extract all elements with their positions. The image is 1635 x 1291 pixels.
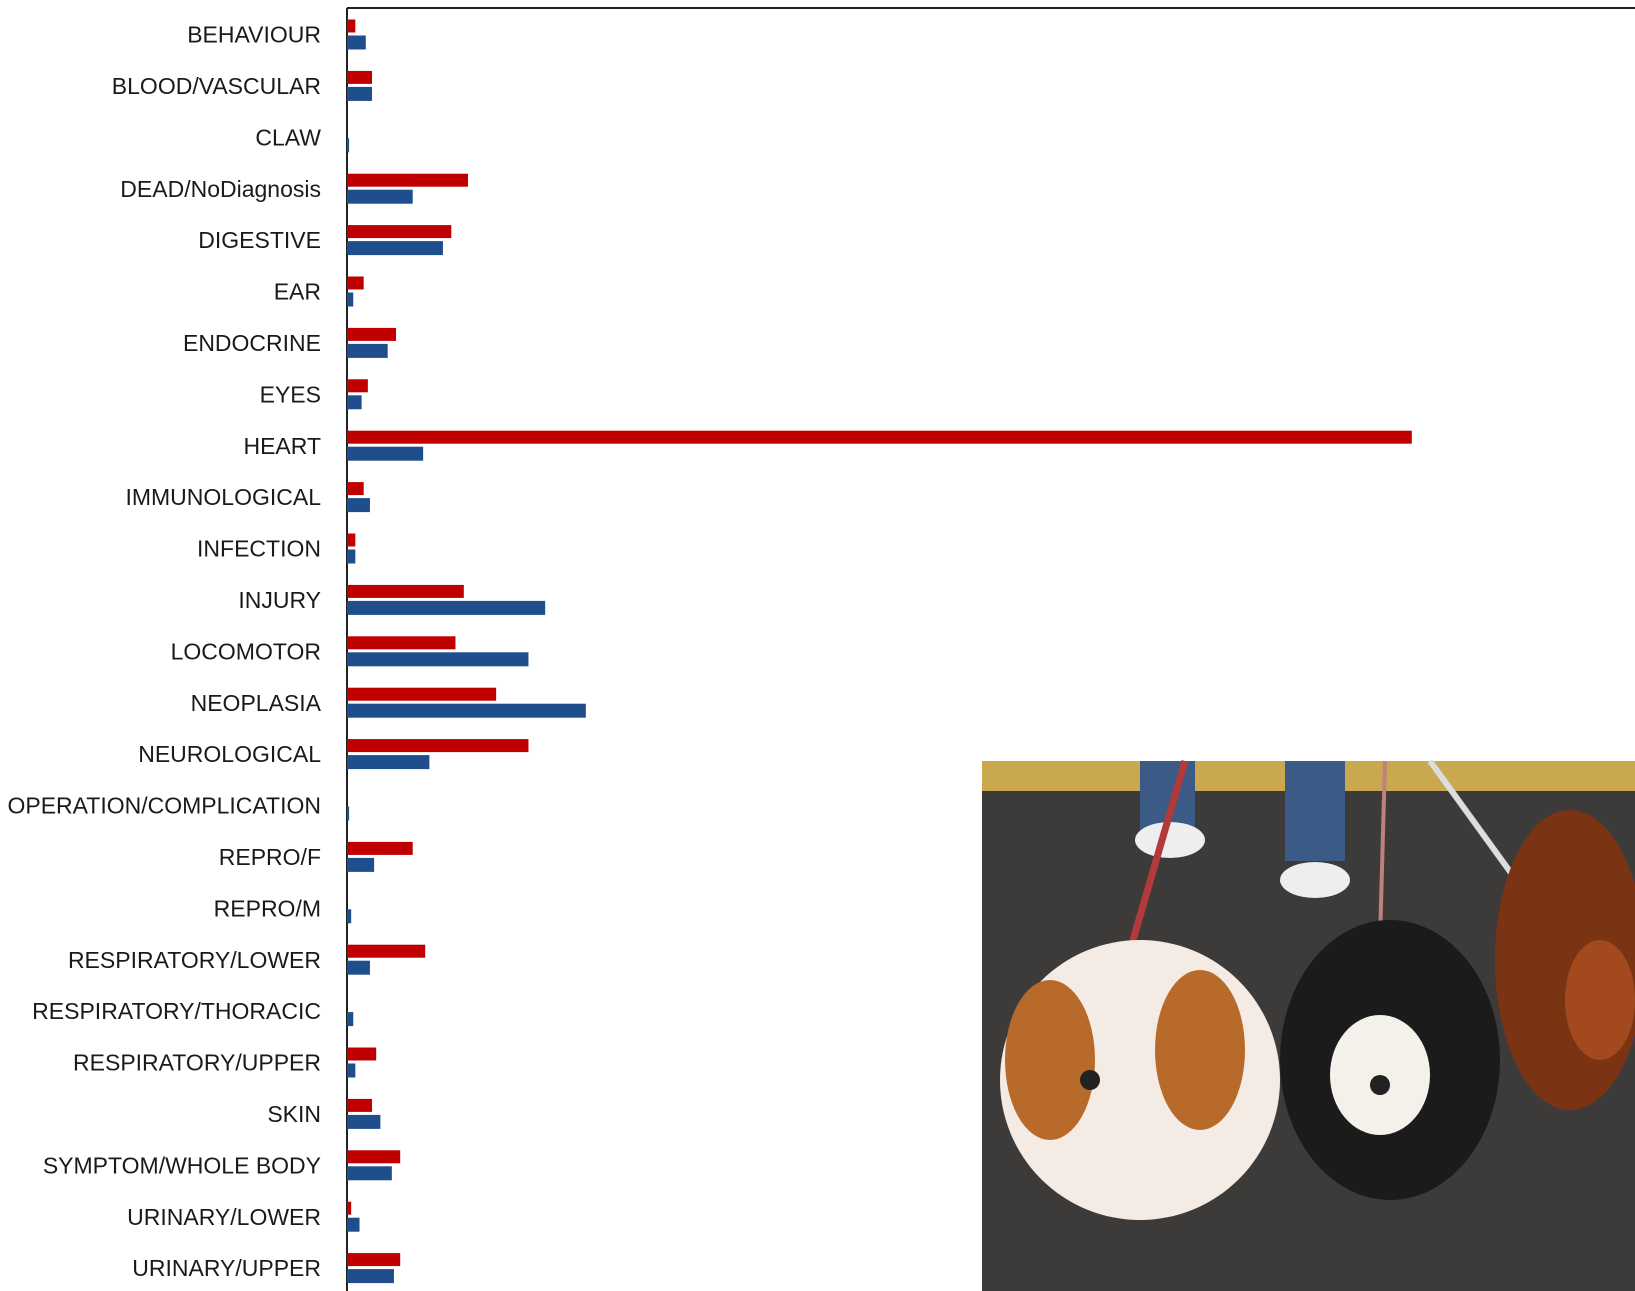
bar <box>347 70 373 84</box>
y-tick-label: OPERATION/COMPLICATION <box>7 793 321 819</box>
y-tick-label: RESPIRATORY/LOWER <box>68 947 321 973</box>
y-tick-label: INFECTION <box>197 536 321 562</box>
bar <box>347 225 452 239</box>
bar <box>347 600 546 615</box>
y-tick-label: INJURY <box>238 587 321 613</box>
bar <box>347 1012 354 1027</box>
bar <box>347 1150 401 1164</box>
bar <box>347 1063 356 1078</box>
bar <box>347 395 362 410</box>
bar <box>347 379 368 393</box>
y-tick-label: RESPIRATORY/UPPER <box>73 1050 321 1076</box>
bar <box>347 755 430 770</box>
bar <box>347 944 426 958</box>
bar <box>347 1047 377 1061</box>
bar <box>347 533 356 547</box>
y-tick-label: BEHAVIOUR <box>187 22 321 48</box>
bar <box>347 960 370 975</box>
bar <box>347 687 497 701</box>
bar <box>347 327 397 341</box>
bar <box>347 636 456 650</box>
y-tick-label: IMMUNOLOGICAL <box>125 484 321 510</box>
y-tick-label: DIGESTIVE <box>198 227 321 253</box>
y-tick-label: SKIN <box>267 1101 321 1127</box>
bar <box>347 584 464 598</box>
dog-photo <box>982 759 1635 1291</box>
bar <box>347 138 350 153</box>
bar <box>347 909 352 924</box>
bar <box>347 276 364 290</box>
bar <box>347 189 413 204</box>
y-tick-label: HEART <box>243 433 321 459</box>
bar <box>347 292 354 307</box>
bar <box>347 841 413 855</box>
bar <box>347 806 350 821</box>
y-tick-label: NEOPLASIA <box>191 690 322 716</box>
y-tick-label: URINARY/UPPER <box>132 1255 321 1281</box>
bar <box>347 1114 381 1129</box>
bar <box>347 703 586 718</box>
bar <box>347 739 529 753</box>
bar <box>347 241 443 256</box>
bar <box>347 652 529 667</box>
y-tick-label: EYES <box>260 381 321 407</box>
bar <box>347 1098 373 1112</box>
bar <box>347 446 424 461</box>
y-tick-label: CLAW <box>255 124 321 150</box>
bar <box>347 430 1412 444</box>
bar <box>347 19 356 33</box>
bar <box>347 173 468 187</box>
y-tick-label: BLOOD/VASCULAR <box>112 73 321 99</box>
bar <box>347 549 356 564</box>
bar <box>347 86 373 101</box>
bar <box>347 857 375 872</box>
y-tick-label: ENDOCRINE <box>183 330 321 356</box>
bar <box>347 1217 360 1232</box>
y-tick-label: EAR <box>274 279 321 305</box>
bar <box>347 1253 401 1267</box>
y-tick-label: RESPIRATORY/THORACIC <box>32 998 321 1024</box>
y-tick-label: DEAD/NoDiagnosis <box>120 176 321 202</box>
bar <box>347 35 366 50</box>
bar <box>347 1201 352 1215</box>
y-tick-label: LOCOMOTOR <box>171 638 321 664</box>
y-tick-label: NEUROLOGICAL <box>138 741 321 767</box>
bar <box>347 1269 394 1284</box>
bar <box>347 343 388 358</box>
bar <box>347 498 370 513</box>
y-tick-label: URINARY/LOWER <box>127 1204 321 1230</box>
y-tick-label: REPRO/F <box>219 844 321 870</box>
y-tick-label: REPRO/M <box>214 895 321 921</box>
y-tick-label: SYMPTOM/WHOLE BODY <box>43 1152 321 1178</box>
bar <box>347 482 364 496</box>
bar <box>347 1166 392 1181</box>
